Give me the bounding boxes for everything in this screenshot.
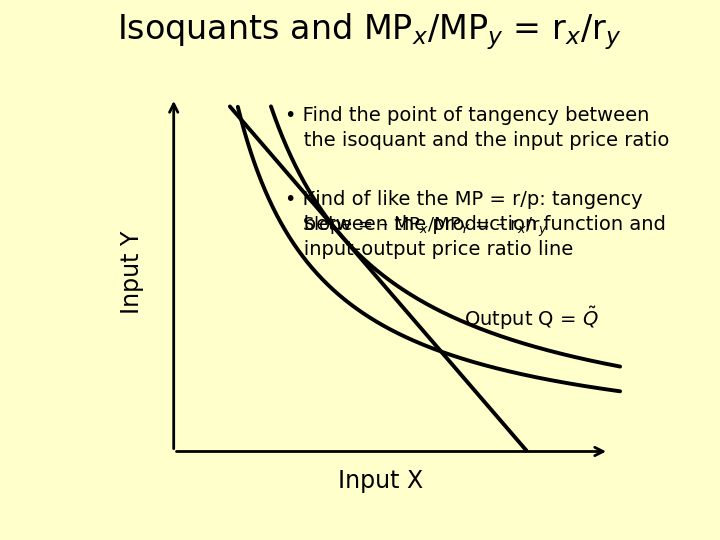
Text: Input X: Input X [338,469,423,492]
Text: • Kind of like the MP = r/p: tangency
   between the production function and
   : • Kind of like the MP = r/p: tangency be… [285,190,666,259]
Text: • Find the point of tangency between
   the isoquant and the input price ratio: • Find the point of tangency between the… [285,106,670,150]
Text: Output Q = $\tilde{Q}$: Output Q = $\tilde{Q}$ [464,305,598,332]
Text: Input Y: Input Y [120,231,144,314]
Text: Slope = – MP$_x$/MP$_Y$ = – r$_x$/r$_y$: Slope = – MP$_x$/MP$_Y$ = – r$_x$/r$_y$ [302,215,549,239]
Text: Isoquants and MP$_x$/MP$_y$ = r$_x$/r$_y$: Isoquants and MP$_x$/MP$_y$ = r$_x$/r$_y… [117,11,621,52]
